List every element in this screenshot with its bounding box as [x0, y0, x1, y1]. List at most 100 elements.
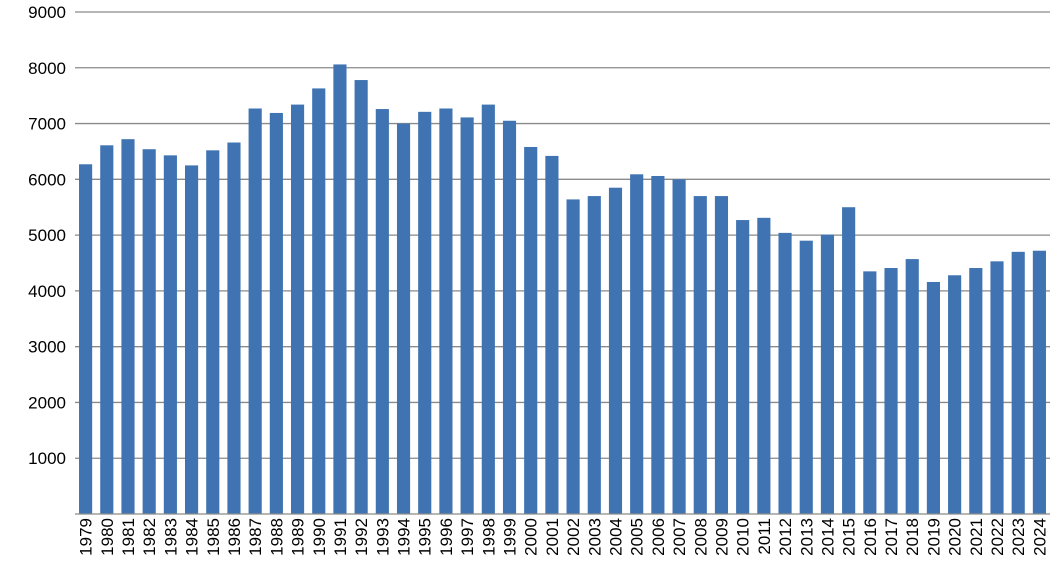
y-tick-label: 3000 [28, 338, 66, 357]
bar-2016 [863, 271, 877, 514]
x-tick-label: 2020 [946, 518, 965, 556]
bar-2000 [524, 146, 538, 514]
x-tick-label: 2012 [776, 518, 795, 556]
x-tick-label: 2013 [797, 518, 816, 556]
y-tick-label: 7000 [28, 115, 66, 134]
bar-1996 [439, 108, 453, 515]
x-tick-label: 2005 [628, 518, 647, 556]
x-tick-label: 2022 [988, 518, 1007, 556]
bar-2007 [672, 179, 686, 515]
bar-2004 [608, 187, 623, 514]
x-tick-label: 1998 [479, 518, 498, 556]
x-tick-label: 2004 [606, 518, 625, 556]
bar-2003 [587, 196, 601, 515]
x-tick-label: 1996 [437, 518, 456, 556]
bar-1988 [269, 112, 283, 515]
bar-1981 [121, 139, 135, 514]
bar-2009 [714, 196, 729, 515]
bar-1986 [227, 142, 241, 514]
bar-1983 [163, 155, 177, 515]
x-tick-label: 2000 [522, 518, 541, 556]
x-tick-label: 2009 [712, 518, 731, 556]
bar-2008 [693, 196, 707, 515]
bar-2023 [1011, 251, 1025, 514]
bar-2015 [842, 207, 856, 514]
bar-1980 [100, 145, 114, 514]
y-tick-label: 1000 [28, 449, 66, 468]
x-tick-label: 2018 [903, 518, 922, 556]
y-tick-label: 4000 [28, 282, 66, 301]
x-tick-label: 1984 [183, 518, 202, 556]
bar-1992 [354, 80, 368, 514]
x-tick-label: 2003 [585, 518, 604, 556]
bar-2013 [799, 240, 813, 514]
x-tick-label: 1987 [246, 518, 265, 556]
x-tick-label: 1980 [98, 518, 117, 556]
bar-1982 [142, 149, 156, 515]
x-tick-label: 1993 [373, 518, 392, 556]
bar-1994 [396, 123, 411, 515]
bar-2019 [926, 281, 940, 514]
x-tick-label: 2008 [691, 518, 710, 556]
x-tick-label: 2002 [564, 518, 583, 556]
y-tick-label: 6000 [28, 170, 66, 189]
y-tick-label: 8000 [28, 59, 66, 78]
x-tick-label: 2014 [818, 518, 837, 556]
x-tick-label: 1982 [140, 518, 159, 556]
bar-1995 [418, 111, 432, 514]
x-tick-label: 2021 [967, 518, 986, 556]
x-tick-label: 1981 [119, 518, 138, 556]
x-tick-label: 1983 [161, 518, 180, 556]
x-tick-label: 2001 [543, 518, 562, 556]
bar-2017 [884, 268, 898, 514]
x-tick-label: 1997 [458, 518, 477, 556]
gridlines [75, 11, 1050, 459]
bar-2018 [905, 259, 919, 514]
bar-1984 [185, 165, 199, 514]
x-tick-label: 1991 [331, 518, 350, 556]
bar-1997 [460, 117, 474, 515]
x-tick-label: 1992 [352, 518, 371, 556]
bar-1989 [290, 104, 305, 514]
x-tick-label: 1986 [225, 518, 244, 556]
x-tick-label: 2015 [840, 518, 859, 556]
x-tick-label: 2011 [755, 518, 774, 555]
y-tick-label: 9000 [28, 3, 66, 22]
x-tick-label: 1985 [204, 518, 223, 556]
bar-2006 [651, 175, 665, 514]
x-tick-label: 1994 [395, 518, 414, 556]
bar-1993 [375, 109, 389, 514]
x-tick-label: 2024 [1030, 518, 1049, 556]
bar-2022 [990, 261, 1004, 514]
bar-2011 [757, 217, 771, 514]
bar-1987 [248, 108, 262, 515]
x-tick-label: 1995 [416, 518, 435, 556]
bar-1998 [481, 104, 495, 514]
bar-2012 [778, 232, 792, 514]
y-tick-label: 5000 [28, 226, 66, 245]
x-tick-label: 1979 [77, 518, 96, 556]
bar-2010 [736, 220, 750, 514]
bar-2002 [566, 199, 580, 514]
x-tick-label: 2019 [924, 518, 943, 556]
x-tick-label: 2023 [1009, 518, 1028, 556]
bar-1985 [206, 150, 220, 514]
x-tick-label: 1999 [501, 518, 520, 556]
bar-1979 [79, 164, 93, 515]
y-tick-label: 2000 [28, 393, 66, 412]
x-tick-label: 2017 [882, 518, 901, 556]
bar-2001 [545, 155, 559, 514]
x-tick-label: 2007 [670, 518, 689, 556]
x-tick-label: 1990 [310, 518, 329, 556]
bar-2024 [1032, 250, 1046, 514]
x-tick-label: 2016 [861, 518, 880, 556]
bar-2005 [630, 174, 644, 514]
y-axis-tick-labels: 1000 2000 3000 4000 5000 6000 7000 8000 9000 [28, 3, 66, 468]
x-tick-label: 1989 [289, 518, 308, 556]
bar-2020 [948, 275, 962, 514]
bar-1991 [333, 64, 347, 514]
x-tick-label: 2006 [649, 518, 668, 556]
x-tick-label: 1988 [267, 518, 286, 556]
bar-2021 [969, 268, 983, 514]
